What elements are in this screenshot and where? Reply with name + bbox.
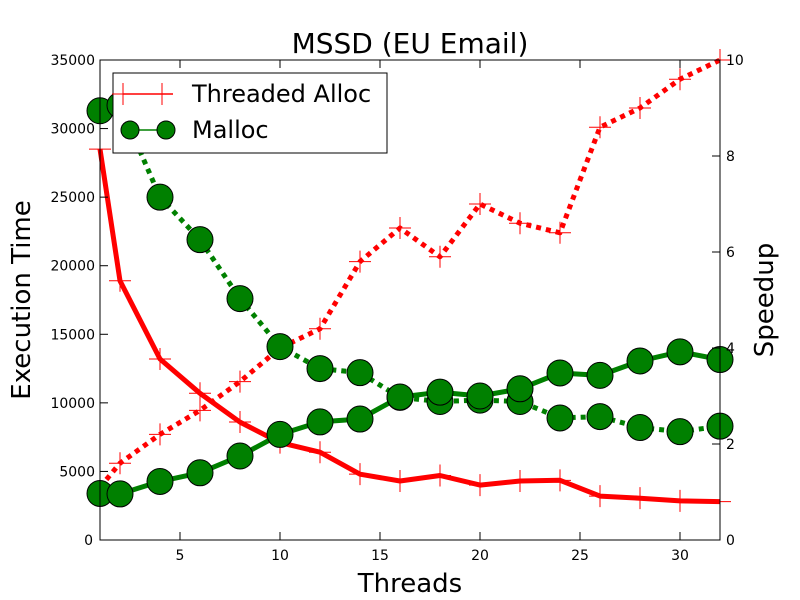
data-point-1-1 (109, 452, 131, 475)
data-point-1-10 (469, 193, 491, 215)
data-point-1-11 (509, 212, 531, 235)
series-line-0 (97, 148, 721, 505)
data-point-1-15 (669, 68, 691, 91)
y-axis-title: Execution Time (7, 200, 37, 399)
data-point-2-2 (146, 183, 174, 211)
data-point-3-5 (266, 420, 294, 448)
data-point-2-3 (186, 226, 214, 254)
y2-tick-label: 10 (726, 53, 744, 69)
data-point-3-9 (426, 378, 454, 406)
data-point-1-8 (389, 217, 411, 239)
data-point-3-7 (346, 405, 374, 433)
data-point-0-10 (469, 474, 491, 497)
y-tick-label: 35000 (50, 53, 95, 69)
data-point-3-12 (546, 359, 574, 387)
y2-tick-label: 2 (726, 437, 735, 453)
data-point-0-11 (509, 470, 531, 493)
y2-tick-label: 4 (726, 341, 735, 357)
data-point-0-9 (429, 464, 451, 487)
data-point-0-14 (629, 487, 651, 510)
data-point-3-6 (306, 408, 334, 436)
data-point-3-14 (626, 347, 654, 375)
data-point-1-4 (229, 370, 251, 393)
y-tick-label: 5000 (59, 464, 95, 480)
y-tick-label: 0 (84, 533, 93, 549)
data-point-1-6 (309, 317, 331, 340)
x-tick-label: 15 (371, 548, 389, 564)
data-point-2-6 (306, 355, 334, 383)
y-tick-label: 30000 (50, 122, 95, 138)
chart-title: MSSD (EU Email) (292, 27, 529, 60)
plot-frame (99, 59, 721, 541)
data-point-0-6 (309, 441, 331, 464)
data-point-0-2 (149, 347, 171, 370)
data-point-3-3 (186, 459, 214, 487)
series-line-2 (99, 102, 721, 435)
data-point-1-14 (629, 97, 651, 119)
y2-tick-label: 6 (726, 245, 735, 261)
data-point-0-15 (669, 489, 691, 512)
legend-malloc-marker (120, 120, 140, 140)
data-point-3-13 (586, 361, 614, 389)
data-point-2-5 (266, 333, 294, 361)
data-point-0-13 (589, 485, 611, 508)
legend-threaded-marker (112, 83, 173, 105)
y2-tick-label: 8 (726, 149, 735, 165)
data-point-2-12 (546, 404, 574, 432)
data-point-1-12 (549, 221, 571, 244)
legend-label-threaded: Threaded Alloc (191, 80, 371, 108)
data-point-2-7 (346, 359, 374, 387)
axes: 5 10 15 20 25 3005000100001500020000250003000… (50, 53, 743, 564)
y-tick-label: 15000 (50, 327, 95, 343)
data-point-1-9 (429, 245, 451, 268)
data-point-0-12 (549, 469, 571, 492)
legend-box (112, 72, 388, 154)
x-tick-label: 30 (671, 548, 689, 564)
y-tick-label: 10000 (50, 396, 95, 412)
data-point-3-10 (466, 382, 494, 410)
x-axis-title: Threads (357, 569, 462, 599)
data-point-0-1 (109, 269, 131, 292)
data-point-3-8 (386, 383, 414, 411)
x-tick-label: 5 (176, 548, 185, 564)
x-tick-label: 20 (471, 548, 489, 564)
data-point-1-13 (589, 116, 611, 139)
legend-label-malloc: Malloc (192, 116, 269, 144)
y-tick-label: 25000 (50, 190, 95, 206)
y2-tick-label: 0 (726, 533, 735, 549)
data-point-2-4 (226, 285, 254, 313)
data-point-2-13 (586, 403, 614, 431)
data-point-3-4 (226, 442, 254, 470)
y2-axis-title: Speedup (750, 243, 780, 358)
legend: Threaded Alloc Malloc (112, 72, 388, 154)
y-tick-label: 20000 (50, 259, 95, 275)
data-point-3-1 (106, 480, 134, 508)
data-point-0-7 (349, 463, 371, 486)
data-point-3-2 (146, 467, 174, 495)
data-point-3-11 (506, 375, 534, 403)
legend-malloc-marker (156, 120, 176, 140)
data-point-3-15 (666, 338, 694, 366)
x-tick-label: 25 (571, 548, 589, 564)
data-point-2-15 (666, 418, 694, 446)
data-point-0-8 (389, 470, 411, 493)
data-point-2-14 (626, 414, 654, 442)
data-point-1-7 (349, 250, 371, 273)
data-point-0-4 (229, 411, 251, 434)
data-point-1-3 (189, 399, 211, 422)
x-tick-label: 10 (271, 548, 289, 564)
data-point-1-2 (149, 423, 171, 446)
